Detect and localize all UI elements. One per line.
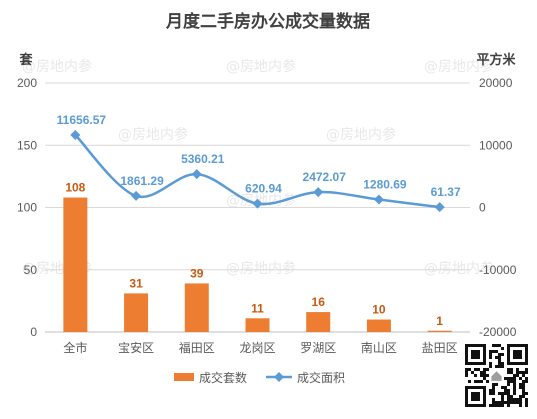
line-point-marker xyxy=(373,194,384,205)
line-value-label: 1861.29 xyxy=(120,174,164,188)
line-point-marker xyxy=(70,129,81,140)
line-value-label: 2472.07 xyxy=(303,170,347,184)
line-value-label: 1280.69 xyxy=(363,178,407,192)
line-point-marker xyxy=(252,198,263,209)
bar xyxy=(427,330,452,332)
qr-finder-core xyxy=(471,350,480,359)
category-label: 福田区 xyxy=(179,340,215,355)
qr-logo-house-icon xyxy=(491,371,502,381)
watermark: @房地内参 xyxy=(118,126,188,143)
bar-value-label: 39 xyxy=(190,266,204,280)
legend: 成交套数 成交面积 xyxy=(174,370,345,385)
legend-label-bar: 成交套数 xyxy=(199,370,247,385)
line-value-label: 11656.57 xyxy=(57,113,107,127)
line-point-marker xyxy=(434,202,445,213)
bar-value-label: 31 xyxy=(129,276,143,290)
bar xyxy=(124,293,149,332)
left-axis-unit: 套 xyxy=(18,52,33,68)
line-value-label: 5360.21 xyxy=(181,152,225,166)
line-value-label: 61.37 xyxy=(431,185,461,199)
right-axis: -20000 -10000 0 10000 20000 xyxy=(479,76,517,339)
right-tick-label: 20000 xyxy=(479,76,513,90)
watermark: @房地内参 xyxy=(226,58,296,75)
line-series xyxy=(70,129,445,213)
watermark: @房地内参 xyxy=(326,126,396,143)
watermark: @房地内参 xyxy=(226,192,296,209)
line-point-marker xyxy=(313,187,324,198)
watermark: @房地内参 xyxy=(424,260,494,277)
watermark: @房地内参 xyxy=(226,260,296,277)
bar-series xyxy=(63,197,452,332)
category-label: 龙岗区 xyxy=(239,341,275,355)
bar xyxy=(63,197,88,332)
right-axis-unit: 平方米 xyxy=(476,52,516,68)
left-tick-label: 200 xyxy=(17,76,37,90)
right-tick-label: -10000 xyxy=(479,263,517,277)
right-tick-label: 10000 xyxy=(479,138,513,152)
line-point-marker xyxy=(131,190,142,201)
legend-swatch-bar xyxy=(174,373,194,381)
left-tick-label: 0 xyxy=(30,325,37,339)
bar xyxy=(306,312,331,332)
left-tick-label: 150 xyxy=(17,138,37,152)
qr-finder-core xyxy=(471,392,480,401)
left-axis: 0 50 100 150 200 xyxy=(17,76,37,339)
right-tick-label: 0 xyxy=(479,201,486,215)
category-label: 全市 xyxy=(63,340,87,355)
category-label: 南山区 xyxy=(361,340,397,355)
bar xyxy=(366,319,391,332)
category-label: 宝安区 xyxy=(118,340,154,355)
left-tick-label: 50 xyxy=(24,263,38,277)
bar-value-label: 108 xyxy=(65,181,85,195)
category-label: 盐田区 xyxy=(422,341,458,355)
bar xyxy=(245,318,270,332)
watermark: @房地内参 xyxy=(22,58,92,75)
line-data-labels: 11656.57 1861.29 5360.21 620.94 2472.07 1280.… xyxy=(57,113,461,199)
left-tick-label: 100 xyxy=(17,201,37,215)
legend-label-line: 成交面积 xyxy=(297,370,345,385)
line-point-marker xyxy=(191,169,202,180)
chart-title: 月度二手房办公成交量数据 xyxy=(165,11,370,32)
line-value-label: 620.94 xyxy=(245,182,282,196)
bar-value-label: 16 xyxy=(312,295,326,309)
legend-diamond-icon xyxy=(274,372,284,382)
qr-code xyxy=(463,342,530,409)
bar-data-labels: 108 31 39 11 16 10 1 xyxy=(65,181,443,328)
bar-value-label: 1 xyxy=(436,314,443,328)
bar xyxy=(184,283,209,332)
bar-value-label: 10 xyxy=(372,303,386,317)
watermark: @房地内参 xyxy=(424,58,494,75)
qr-finder-core xyxy=(513,350,522,359)
x-axis: 全市 宝安区 福田区 龙岗区 罗湖区 南山区 盐田区 xyxy=(63,340,457,355)
bar-value-label: 11 xyxy=(251,301,264,315)
qr-modules xyxy=(465,344,528,407)
category-label: 罗湖区 xyxy=(300,340,336,355)
right-tick-label: -20000 xyxy=(479,325,517,339)
